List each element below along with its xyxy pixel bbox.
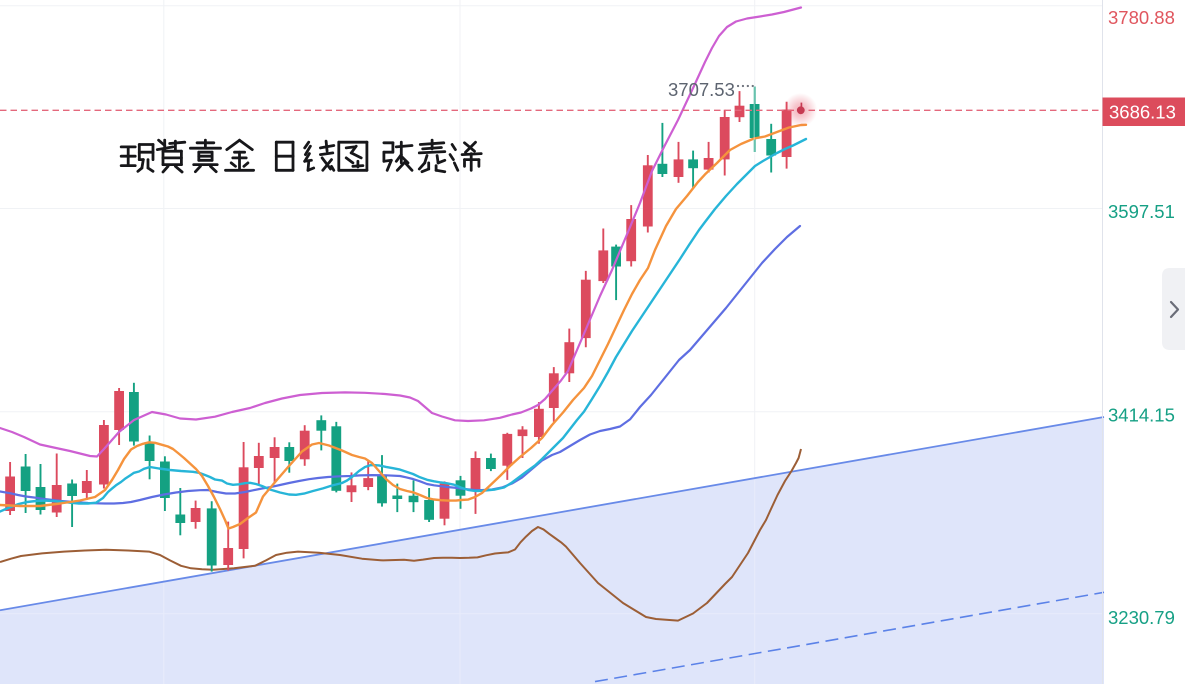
svg-text:3414.15: 3414.15	[1108, 404, 1175, 425]
svg-text:3686.13: 3686.13	[1109, 101, 1176, 122]
svg-text:3780.88: 3780.88	[1108, 7, 1175, 28]
svg-text:3707.53: 3707.53	[668, 79, 735, 100]
svg-text:3230.79: 3230.79	[1108, 607, 1175, 628]
svg-text:3597.51: 3597.51	[1108, 201, 1175, 222]
